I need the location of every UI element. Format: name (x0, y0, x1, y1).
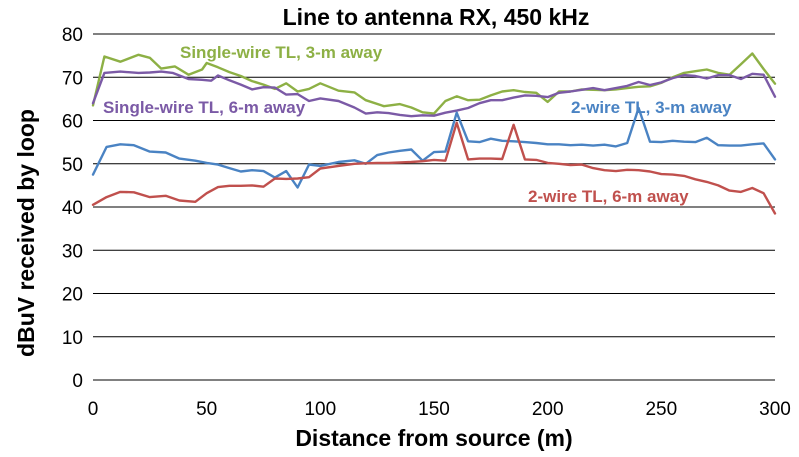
x-tick-label: 100 (304, 399, 336, 420)
gridlines (93, 33, 775, 381)
x-tick-label: 200 (532, 399, 564, 420)
y-tick-label: 20 (62, 285, 83, 306)
x-axis-ticks: 0 50 100 150 200 250 300 (88, 399, 791, 420)
chart-title: Line to antenna RX, 450 kHz (283, 4, 590, 30)
y-tick-label: 40 (62, 198, 83, 219)
annotation-2wire-3m: 2-wire TL, 3-m away (571, 98, 732, 117)
annotation-2wire-6m: 2-wire TL, 6-m away (528, 187, 689, 206)
y-tick-label: 80 (62, 25, 83, 46)
x-axis-title: Distance from source (m) (295, 425, 572, 451)
series-line-3 (91, 121, 777, 215)
annotation-single-wire-3m: Single-wire TL, 3-m away (180, 43, 383, 62)
y-tick-label: 50 (62, 155, 83, 176)
y-axis-title: dBuV received by loop (13, 109, 39, 357)
x-tick-label: 50 (196, 399, 217, 420)
y-tick-label: 60 (62, 112, 83, 133)
y-tick-label: 10 (62, 328, 83, 349)
y-tick-label: 70 (62, 68, 83, 89)
y-axis-ticks: 0 10 20 30 40 50 60 70 80 (62, 25, 83, 392)
series-line-1 (91, 70, 777, 118)
x-tick-label: 0 (88, 399, 99, 420)
annotation-single-wire-6m: Single-wire TL, 6-m away (103, 98, 306, 117)
y-tick-label: 0 (72, 371, 83, 392)
series-lines (91, 52, 777, 215)
series-line-2 (91, 106, 777, 189)
x-tick-label: 250 (645, 399, 677, 420)
y-tick-label: 30 (62, 241, 83, 262)
series-annotations: Single-wire TL, 3-m away Single-wire TL,… (103, 43, 732, 206)
x-tick-label: 150 (418, 399, 450, 420)
x-tick-label: 300 (759, 399, 791, 420)
